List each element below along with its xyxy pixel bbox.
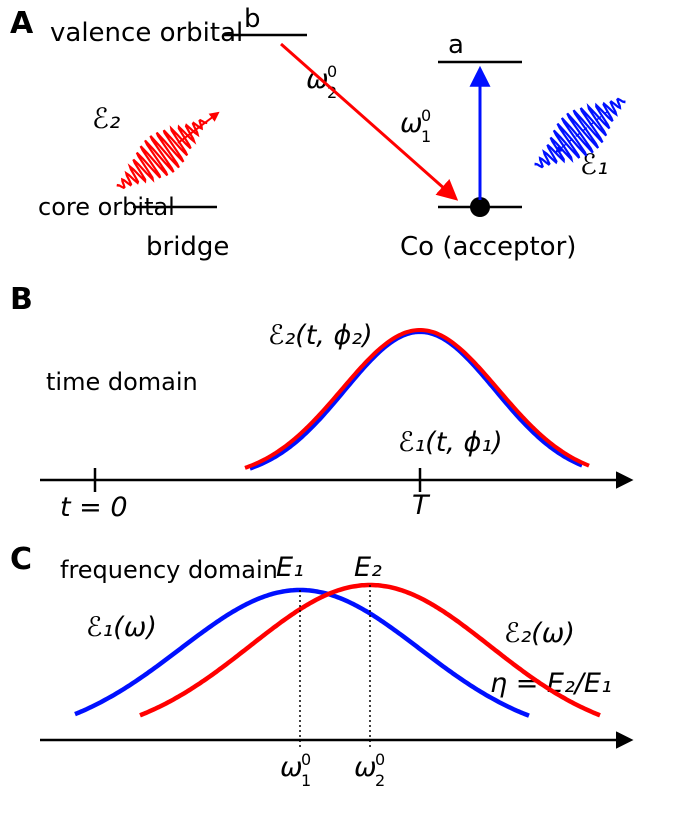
panel-b-svg (0, 280, 677, 530)
energy-levels (133, 35, 522, 207)
panel-c-svg (0, 540, 677, 826)
panel-b: B time domain ℰ₂(t, ϕ₂) ℰ₁(t, ϕ₁) t = 0 … (0, 280, 677, 530)
arrow-omega2 (281, 44, 455, 198)
panel-a-svg (0, 0, 677, 270)
wave-packet-red (105, 103, 218, 204)
panel-c: C frequency domain ℰ₁(ω) ℰ₂(ω) E₁ E₂ η =… (0, 540, 677, 826)
gaussian-blue (250, 332, 582, 469)
wave-packet-blue (522, 81, 637, 185)
panel-a: A valence orbital core orbital bridge Co… (0, 0, 677, 270)
gaussian-red (245, 330, 589, 468)
